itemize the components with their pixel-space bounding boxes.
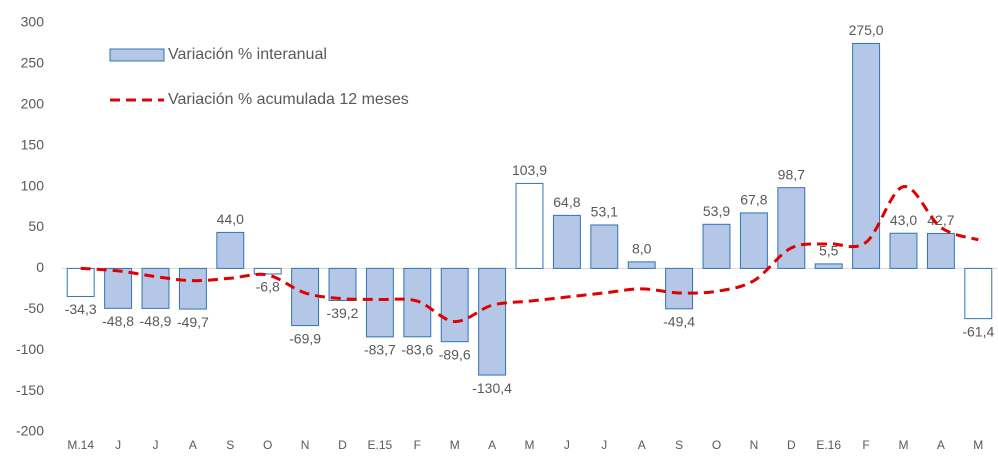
x-tick-label: D: [338, 438, 347, 452]
data-label: 44,0: [217, 211, 244, 227]
x-tick-label: A: [937, 438, 945, 452]
bar: [814, 263, 843, 269]
bar: [253, 267, 282, 275]
data-label: -39,2: [327, 305, 359, 321]
x-tick-label: F: [414, 438, 421, 452]
data-label: 53,9: [703, 203, 730, 219]
y-tick-label: 250: [21, 55, 45, 71]
bar: [552, 214, 581, 269]
data-label: -6,8: [256, 279, 280, 295]
bar: [665, 267, 694, 310]
x-tick-label: J: [115, 438, 121, 452]
data-label: 42,7: [927, 212, 954, 228]
data-label: 43,0: [890, 212, 917, 228]
data-label: 275,0: [849, 22, 884, 38]
y-tick-label: -200: [16, 423, 44, 439]
line: [80, 185, 979, 324]
data-label: 5,5: [819, 243, 839, 259]
bar: [104, 267, 133, 309]
x-tick-label: O: [263, 438, 272, 452]
y-tick-label: 150: [21, 136, 45, 152]
x-tick-label: J: [153, 438, 159, 452]
bar: [777, 187, 806, 269]
x-tick-label: A: [638, 438, 646, 452]
data-label: -69,9: [289, 330, 321, 346]
bar: [440, 267, 469, 343]
y-tick-label: 50: [28, 218, 44, 234]
y-tick-label: -150: [16, 382, 44, 398]
data-label: -49,4: [663, 314, 695, 330]
legend-label: Variación % interanual: [168, 46, 327, 63]
data-label: 8,0: [632, 241, 652, 257]
x-tick-label: N: [301, 438, 310, 452]
bar: [889, 232, 918, 269]
bar: [365, 267, 394, 338]
x-tick-label: F: [862, 438, 869, 452]
data-label: 98,7: [778, 166, 805, 182]
x-tick-label: D: [787, 438, 796, 452]
data-label: -61,4: [962, 323, 994, 339]
x-tick-label: S: [226, 438, 234, 452]
x-tick-label: E.15: [368, 438, 393, 452]
y-tick-label: 0: [36, 259, 44, 275]
data-label: 64,8: [553, 194, 580, 210]
data-label: -49,7: [177, 314, 209, 330]
bar: [515, 182, 544, 269]
data-label: -48,8: [102, 313, 134, 329]
bar: [328, 267, 357, 301]
bar: [926, 232, 955, 269]
bar: [964, 267, 993, 320]
legend-swatch: [109, 48, 165, 62]
bar: [178, 267, 207, 310]
bar: [66, 267, 95, 297]
x-tick-label: M: [525, 438, 535, 452]
data-label: 103,9: [512, 162, 547, 178]
x-tick-label: J: [564, 438, 570, 452]
y-tick-label: 200: [21, 96, 45, 112]
x-tick-label: N: [750, 438, 759, 452]
bar: [478, 267, 507, 376]
bar: [702, 223, 731, 269]
data-label: -83,6: [401, 341, 433, 357]
bar: [739, 212, 768, 269]
x-tick-label: E.16: [816, 438, 841, 452]
data-label: 67,8: [740, 192, 767, 208]
x-tick-label: O: [712, 438, 721, 452]
x-tick-label: M: [899, 438, 909, 452]
bar: [852, 42, 881, 269]
bar: [590, 224, 619, 269]
bar: [291, 267, 320, 327]
x-tick-label: M: [450, 438, 460, 452]
x-tick-label: M: [973, 438, 983, 452]
y-tick-label: -50: [24, 300, 44, 316]
data-label: -83,7: [364, 342, 396, 358]
bar: [216, 231, 245, 269]
data-label: -130,4: [472, 380, 512, 396]
data-label: -48,9: [140, 313, 172, 329]
x-tick-label: S: [675, 438, 683, 452]
y-tick-label: 300: [21, 14, 45, 30]
x-tick-label: M.14: [67, 438, 94, 452]
y-tick-label: -100: [16, 341, 44, 357]
data-label: -89,6: [439, 346, 471, 362]
x-tick-label: A: [488, 438, 496, 452]
data-label: 53,1: [591, 204, 618, 220]
legend-label: Variación % acumulada 12 meses: [168, 91, 409, 108]
data-label: -34,3: [65, 301, 97, 317]
bar: [627, 261, 656, 269]
y-tick-label: 100: [21, 177, 45, 193]
x-tick-label: J: [601, 438, 607, 452]
x-tick-label: A: [189, 438, 197, 452]
